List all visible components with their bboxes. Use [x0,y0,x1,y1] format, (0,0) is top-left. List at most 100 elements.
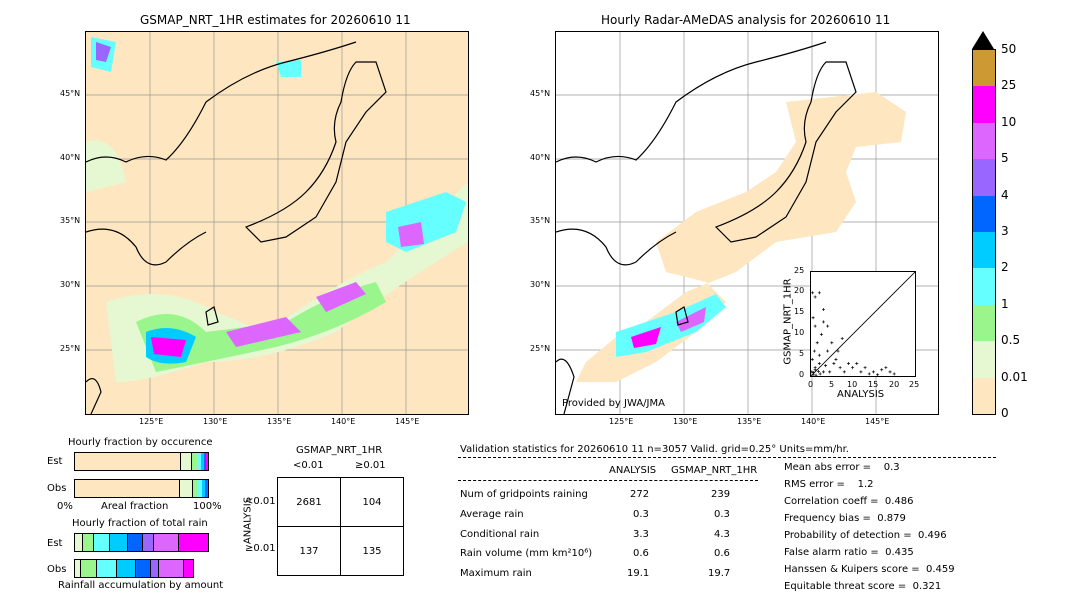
scatter-y-tick: 5 [799,349,805,358]
right-lat-label: 45°N [530,89,551,98]
colorbar-label: 0.5 [1001,333,1021,348]
colorbar-segment [973,86,995,123]
scatter-point [876,373,880,377]
scatter-point [811,373,815,377]
scatter-point [832,362,836,366]
left-map [85,31,469,415]
colorbar-label: 5 [1001,151,1009,166]
occurrence-obs-bar [74,479,209,498]
total-row-label: Est [47,538,63,549]
scatter-x-tick: 25 [909,380,920,389]
stat-analysis: 272 [630,489,650,500]
colorbar-extend-arrow [972,31,994,49]
right-map-title: Hourly Radar-AMeDAS analysis for 2026061… [601,13,891,27]
contingency-cell: 137 [277,526,341,576]
stat-gsmap: 4.3 [714,529,730,540]
scatter-point [817,353,821,357]
scatter-point [813,295,817,299]
scatter-point [838,366,842,370]
colorbar-segment [973,377,995,414]
left-map-svg [86,32,468,414]
left-coastline [86,41,387,414]
colorbar [971,30,996,415]
scatter-point [821,307,825,311]
fraction-row-label: Est [47,456,63,467]
scatter-point [810,370,814,374]
colorbar-segment [973,195,995,232]
scatter-point [824,364,828,368]
scatter-y-tick: 25 [794,266,805,275]
scatter-y-tick: 20 [794,286,805,295]
total-est-bar [74,533,209,552]
scatter-svg [810,271,916,377]
validation-header: Validation statistics for 20260610 11 n=… [460,444,849,455]
left-lat-label: 25°N [60,344,81,353]
left-lon-label: 140°E [331,417,356,426]
left-lon-label: 135°E [267,417,292,426]
right-coastline [556,41,857,414]
scatter-point [826,324,830,328]
fraction-axis-right: 100% [193,501,222,512]
stat-analysis: 19.1 [627,568,650,579]
stat-gsmap: 19.7 [708,568,731,579]
scatter-point [810,357,814,361]
right-lat-label: 25°N [530,344,551,353]
stat-gsmap: 0.3 [714,509,730,520]
scatter-point [867,372,871,376]
scatter-y-tick: 15 [794,307,805,316]
score-line: RMS error = 1.2 [784,479,874,490]
left-lat-label: 35°N [60,216,81,225]
colorbar-label: 10 [1001,114,1017,129]
scatter-point [811,371,815,375]
contingency-row-label: <0.01 [245,496,276,507]
fraction-axis-left: 0% [57,501,73,512]
contingency-cell: 2681 [277,477,341,527]
stat-analysis: 3.3 [633,529,649,540]
score-line: Hanssen & Kuipers score = 0.459 [784,564,955,575]
fraction-axis-label: Areal fraction [101,501,169,512]
scatter-ylabel: GSMAP_NRT_1HR [782,278,794,365]
contingency-col-label: <0.01 [293,460,324,471]
colorbar-segment [973,341,995,378]
colorbar-label: 1 [1001,296,1009,311]
left-lat-label: 45°N [60,89,81,98]
right-lon-label: 130°E [673,417,698,426]
scatter-point [812,349,816,353]
scatter-point [859,370,863,374]
total-obs-bar [74,559,194,578]
right-lat-label: 30°N [530,280,551,289]
scatter-point [811,291,815,295]
colorbar-segment [973,159,995,196]
scatter-x-tick: 5 [829,380,835,389]
right-lat-label: 35°N [530,216,551,225]
scatter-point [817,291,821,295]
scatter-point [816,369,820,373]
left-lon-label: 125°E [139,417,164,426]
scatter-point [846,362,850,366]
colorbar-segment [973,232,995,269]
colorbar-label: 3 [1001,224,1009,238]
scatter-point [813,324,817,328]
left-lon-label: 130°E [203,417,228,426]
scatter-point [880,368,884,372]
stat-analysis: 0.3 [633,509,649,520]
scatter-point [855,362,859,366]
stat-label: Maximum rain [460,568,532,579]
left-lat-label: 40°N [60,153,81,162]
colorbar-label: 0 [1001,406,1009,420]
scatter-point [842,370,846,374]
contingency-table: 2681 104 137 135 [277,477,404,576]
scatter-xlabel: ANALYSIS [837,389,885,400]
scatter-point [814,373,818,377]
contingency-cell: 135 [340,526,404,576]
contingency-row: 137 135 [277,526,404,576]
validation-divider [458,457,996,458]
stat-analysis: 0.6 [633,548,649,559]
left-lon-label: 145°E [395,417,420,426]
occurrence-est-bar [74,452,209,471]
contingency-row: 2681 104 [277,477,404,527]
colorbar-label: 0.01 [1001,369,1028,384]
left-map-title: GSMAP_NRT_1HR estimates for 20260610 11 [140,13,411,27]
stat-gsmap: 0.6 [714,548,730,559]
total-footer: Rainfall accumulation by amount [58,580,224,591]
